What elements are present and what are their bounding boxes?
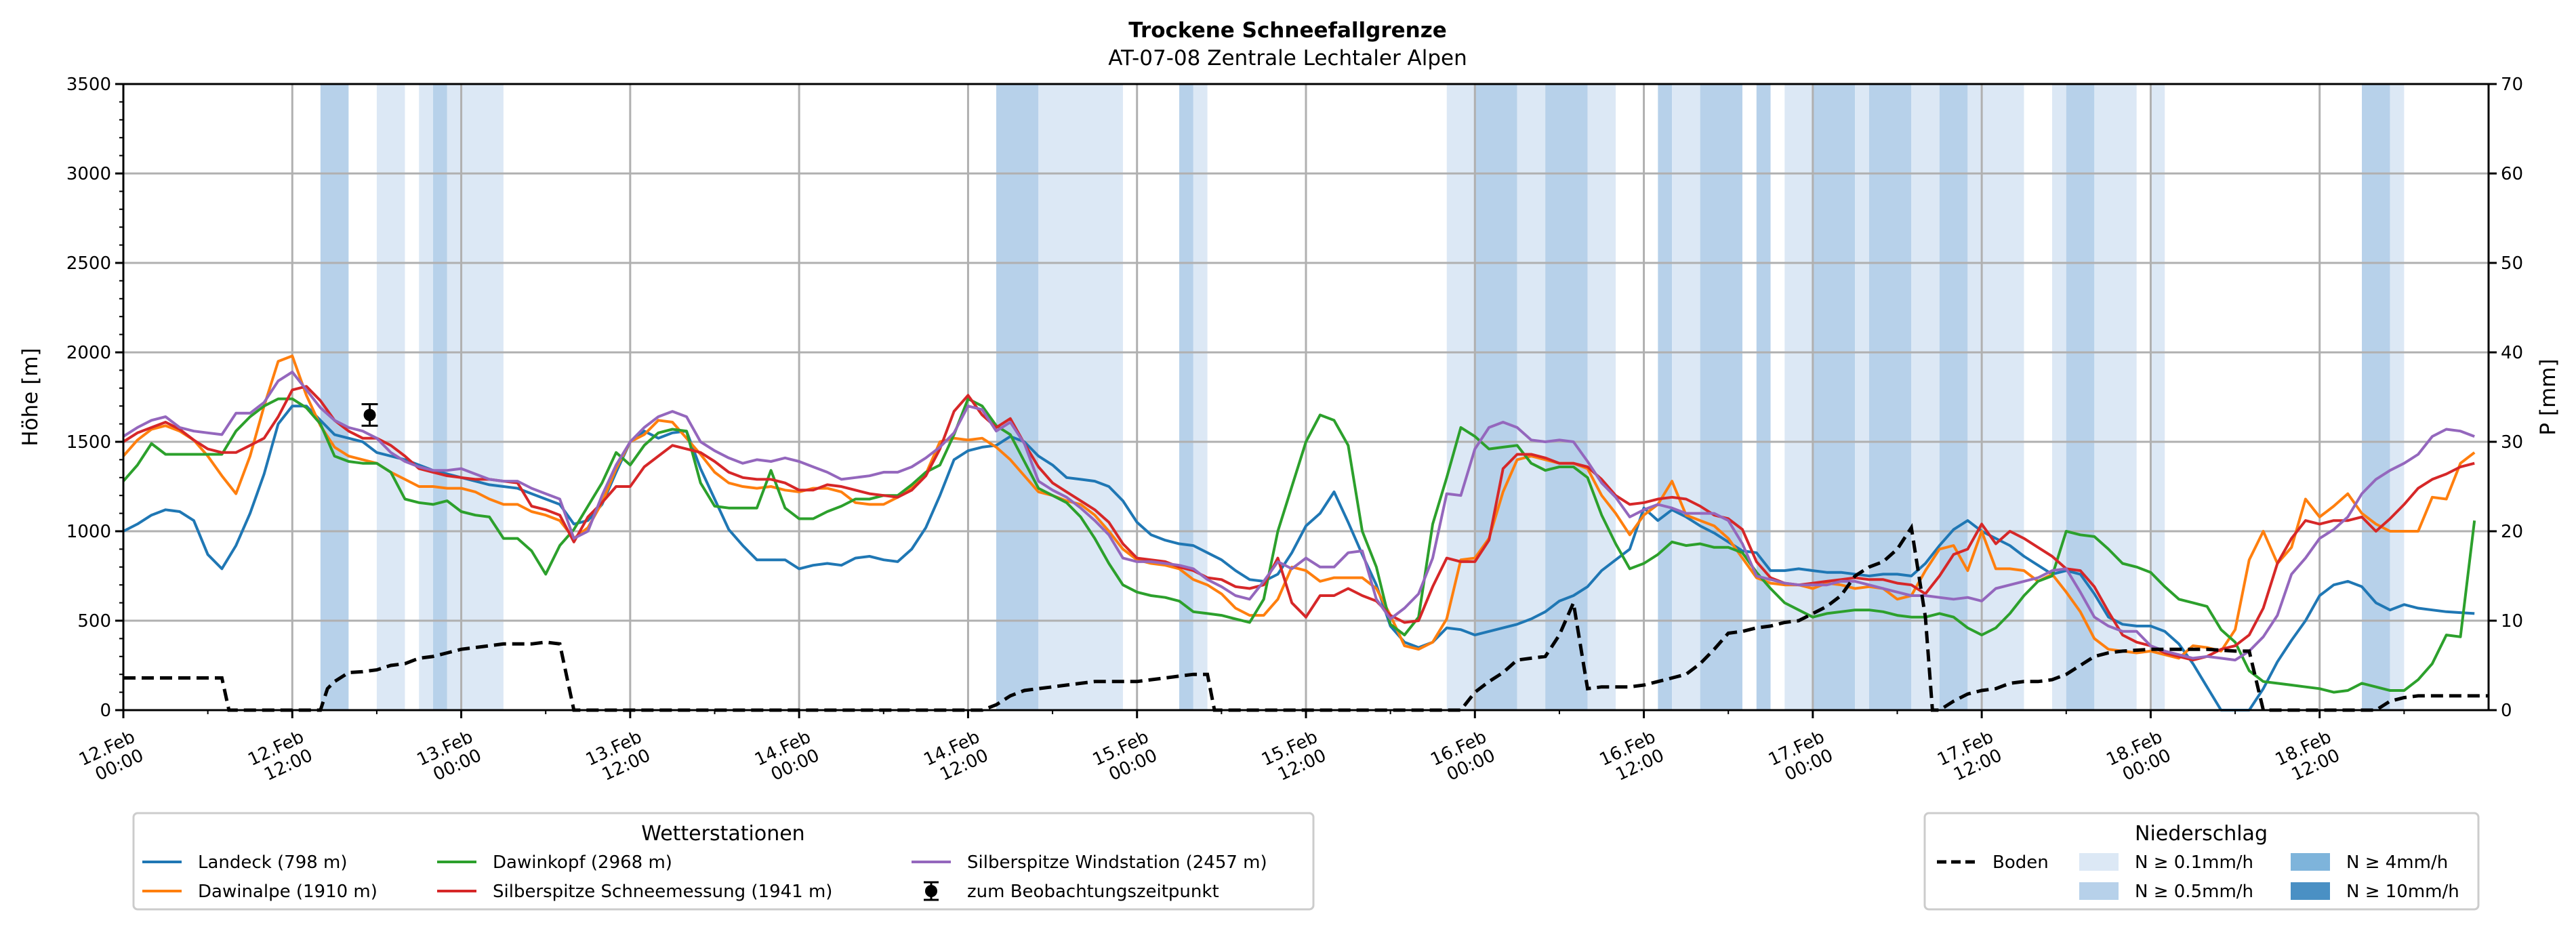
precip-band xyxy=(1517,84,1546,710)
y-tick-label: 3000 xyxy=(66,164,111,184)
y-tick-label: 0 xyxy=(100,701,111,721)
series-line xyxy=(122,371,2475,662)
precip-band xyxy=(1672,84,1700,710)
legend-label: N ≥ 0.5mm/h xyxy=(2135,882,2253,902)
y2-tick-label: 30 xyxy=(2501,432,2523,453)
y2-tick-label: 0 xyxy=(2501,701,2512,721)
y-axis-label: Höhe [m] xyxy=(18,348,43,446)
precip-band xyxy=(419,84,434,710)
precip-band xyxy=(433,84,447,710)
y-tick-label: 3500 xyxy=(66,75,111,95)
y-tick-label: 1000 xyxy=(66,522,111,542)
precip-band xyxy=(2066,84,2095,710)
legend-swatch-precip xyxy=(2291,853,2330,871)
legend-label: N ≥ 10mm/h xyxy=(2346,882,2459,902)
y-tick-label: 500 xyxy=(77,611,111,632)
precip-band xyxy=(2150,84,2165,710)
precip-band xyxy=(1179,84,1193,710)
precip-band xyxy=(2390,84,2405,710)
precip-band xyxy=(1658,84,1673,710)
legend-label: N ≥ 0.1mm/h xyxy=(2135,852,2253,873)
precip-band xyxy=(1038,84,1123,710)
legend-swatch-precip xyxy=(2291,882,2330,900)
legend-stations: Wetterstationen Landeck (798 m) Dawinalpe… xyxy=(132,812,1315,911)
precip-band xyxy=(1446,84,1475,710)
y2-axis-label: P [mm] xyxy=(2536,358,2560,435)
precip-band xyxy=(2362,84,2390,710)
precip-band xyxy=(1967,84,2024,710)
precip-band xyxy=(376,84,405,710)
legend-stations-title: Wetterstationen xyxy=(641,822,804,846)
legend-precip-frame xyxy=(1923,812,2480,911)
y2-tick-label: 60 xyxy=(2501,164,2523,184)
precip-band xyxy=(1868,84,1912,710)
precip-band xyxy=(320,84,349,710)
precip-band xyxy=(1475,84,1517,710)
precip-band xyxy=(1911,84,1940,710)
legend-label: Dawinalpe (1910 m) xyxy=(198,882,377,902)
legend-label: Landeck (798 m) xyxy=(198,852,348,873)
legend-label: Silberspitze Windstation (2457 m) xyxy=(967,852,1267,873)
observation-point xyxy=(363,409,376,421)
legend-swatch-point xyxy=(925,885,937,897)
chart-subtitle: AT-07-08 Zentrale Lechtaler Alpen xyxy=(1108,46,1467,70)
legend-label: Silberspitze Schneemessung (1941 m) xyxy=(493,882,832,902)
precip-band xyxy=(996,84,1039,710)
legend-precip: Niederschlag Boden N ≥ 0.1mm/h N ≥ 0.5mm/h… xyxy=(1923,812,2480,911)
legend-label: Dawinkopf (2968 m) xyxy=(493,852,672,873)
precip-band xyxy=(1939,84,1968,710)
series-line xyxy=(122,385,2475,662)
boden-line xyxy=(123,522,2489,712)
precip-band xyxy=(2052,84,2066,710)
precip-band xyxy=(1587,84,1616,710)
y-tick-label: 2500 xyxy=(66,253,111,274)
series-line xyxy=(122,354,2476,660)
precip-band xyxy=(1855,84,1869,710)
precip-bands xyxy=(320,84,2405,710)
y2-tick-label: 70 xyxy=(2501,75,2523,95)
legend-precip-title: Niederschlag xyxy=(2135,822,2268,846)
series-line xyxy=(122,397,2476,694)
legend-label: zum Beobachtungszeitpunkt xyxy=(967,882,1219,902)
legend-swatch-precip xyxy=(2079,853,2119,871)
y-tick-label: 2000 xyxy=(66,343,111,363)
y2-tick-label: 10 xyxy=(2501,611,2523,632)
observation-marker xyxy=(361,403,378,427)
legend-stations-frame xyxy=(132,812,1315,911)
y-tick-label: 1500 xyxy=(66,432,111,453)
y2-tick-label: 50 xyxy=(2501,253,2523,274)
legend-swatch-precip xyxy=(2079,882,2119,900)
precip-band xyxy=(1193,84,1208,710)
series-line xyxy=(123,405,2475,711)
legend-label: N ≥ 4mm/h xyxy=(2346,852,2448,873)
chart-title: Trockene Schneefallgrenze xyxy=(1128,18,1447,43)
y2-tick-label: 40 xyxy=(2501,343,2523,363)
precip-band xyxy=(1812,84,1856,710)
legend-label: Boden xyxy=(1992,852,2049,873)
y2-tick-label: 20 xyxy=(2501,522,2523,542)
series-lines xyxy=(122,354,2489,712)
precip-band xyxy=(1756,84,1771,710)
precip-band xyxy=(1700,84,1742,710)
precip-band xyxy=(2094,84,2137,710)
precip-band xyxy=(1545,84,1588,710)
precip-band xyxy=(447,84,504,710)
